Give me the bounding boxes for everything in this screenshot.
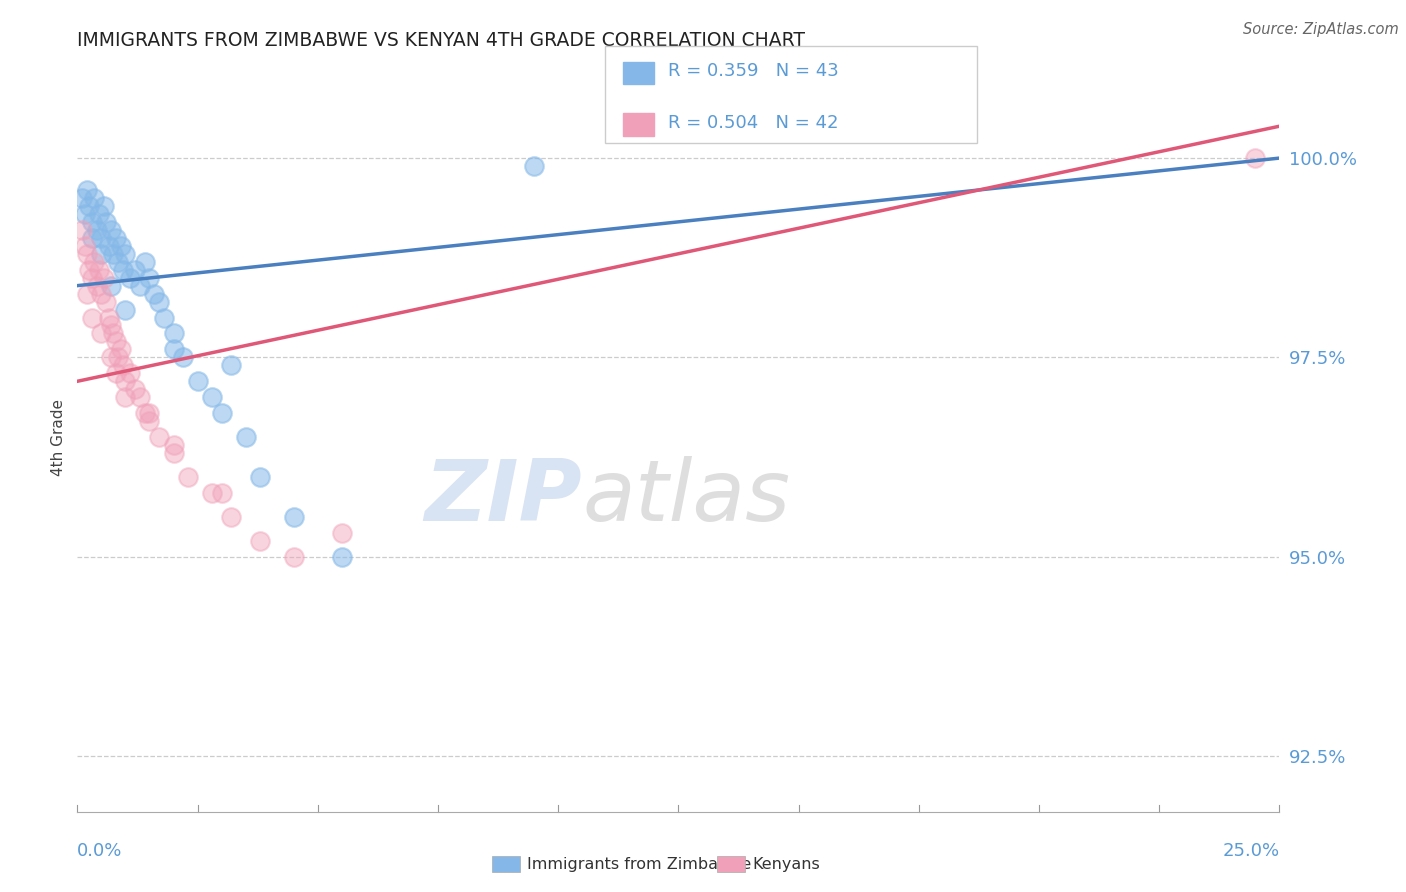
Point <box>83 254 105 268</box>
Y-axis label: 4th Grade: 4th Grade <box>51 399 66 475</box>
Point <box>104 231 127 245</box>
Point <box>283 509 305 524</box>
Point <box>86 278 108 293</box>
Point <box>100 351 122 365</box>
Point <box>93 199 115 213</box>
Point <box>93 270 115 285</box>
Point <box>211 406 233 420</box>
Point <box>79 262 101 277</box>
Point <box>90 326 112 341</box>
Point <box>124 262 146 277</box>
Point <box>128 390 150 404</box>
Point <box>172 351 194 365</box>
Text: 25.0%: 25.0% <box>1222 842 1279 860</box>
Point <box>134 254 156 268</box>
Point <box>87 207 110 221</box>
Point <box>73 239 96 253</box>
Point <box>523 159 546 173</box>
Point <box>134 406 156 420</box>
Point <box>235 430 257 444</box>
Text: atlas: atlas <box>582 456 790 539</box>
Point <box>80 310 103 325</box>
Point <box>153 310 176 325</box>
Point <box>114 246 136 260</box>
Point <box>128 278 150 293</box>
Point <box>219 509 242 524</box>
Point <box>162 446 184 460</box>
Point <box>249 470 271 484</box>
Point <box>330 549 353 564</box>
Text: IMMIGRANTS FROM ZIMBABWE VS KENYAN 4TH GRADE CORRELATION CHART: IMMIGRANTS FROM ZIMBABWE VS KENYAN 4TH G… <box>77 30 806 50</box>
Point <box>162 326 184 341</box>
Point <box>107 351 129 365</box>
Point <box>76 286 98 301</box>
Point <box>90 231 112 245</box>
Point <box>186 374 209 388</box>
Point <box>110 343 132 357</box>
Point <box>201 390 224 404</box>
Point <box>70 191 93 205</box>
Point <box>138 414 160 428</box>
Point <box>138 270 160 285</box>
Point <box>120 367 142 381</box>
Point <box>111 359 134 373</box>
Point <box>104 334 127 349</box>
Point <box>96 215 118 229</box>
Point <box>120 270 142 285</box>
Point <box>110 239 132 253</box>
Point <box>97 239 120 253</box>
Point <box>70 223 93 237</box>
Point <box>330 525 353 540</box>
Point <box>83 191 105 205</box>
Point <box>114 390 136 404</box>
Point <box>148 430 170 444</box>
Point <box>86 223 108 237</box>
Point <box>111 262 134 277</box>
Point <box>90 246 112 260</box>
Point <box>211 486 233 500</box>
Point <box>103 326 125 341</box>
Point <box>283 549 305 564</box>
Text: Source: ZipAtlas.com: Source: ZipAtlas.com <box>1243 22 1399 37</box>
Point <box>103 246 125 260</box>
Text: R = 0.504   N = 42: R = 0.504 N = 42 <box>668 114 838 132</box>
Point <box>76 246 98 260</box>
Point <box>97 310 120 325</box>
Point <box>100 278 122 293</box>
Point <box>104 367 127 381</box>
Point <box>76 183 98 197</box>
Point <box>80 215 103 229</box>
Point <box>124 382 146 396</box>
Point <box>138 406 160 420</box>
Point <box>219 359 242 373</box>
Point <box>249 533 271 548</box>
Point <box>177 470 200 484</box>
Point <box>80 270 103 285</box>
Point <box>90 286 112 301</box>
Point <box>201 486 224 500</box>
Point <box>73 207 96 221</box>
Point <box>148 294 170 309</box>
Point <box>114 302 136 317</box>
Text: ZIP: ZIP <box>425 456 582 539</box>
Point <box>79 199 101 213</box>
Point <box>100 318 122 333</box>
Text: 0.0%: 0.0% <box>77 842 122 860</box>
Text: Kenyans: Kenyans <box>752 857 820 871</box>
Point <box>100 223 122 237</box>
Point <box>162 343 184 357</box>
Point <box>1244 151 1267 165</box>
Point <box>87 262 110 277</box>
Point <box>162 438 184 452</box>
Point <box>80 231 103 245</box>
Text: R = 0.359   N = 43: R = 0.359 N = 43 <box>668 62 838 80</box>
Point <box>107 254 129 268</box>
Point <box>114 374 136 388</box>
Text: Immigrants from Zimbabwe: Immigrants from Zimbabwe <box>527 857 751 871</box>
Point <box>143 286 166 301</box>
Point <box>96 294 118 309</box>
